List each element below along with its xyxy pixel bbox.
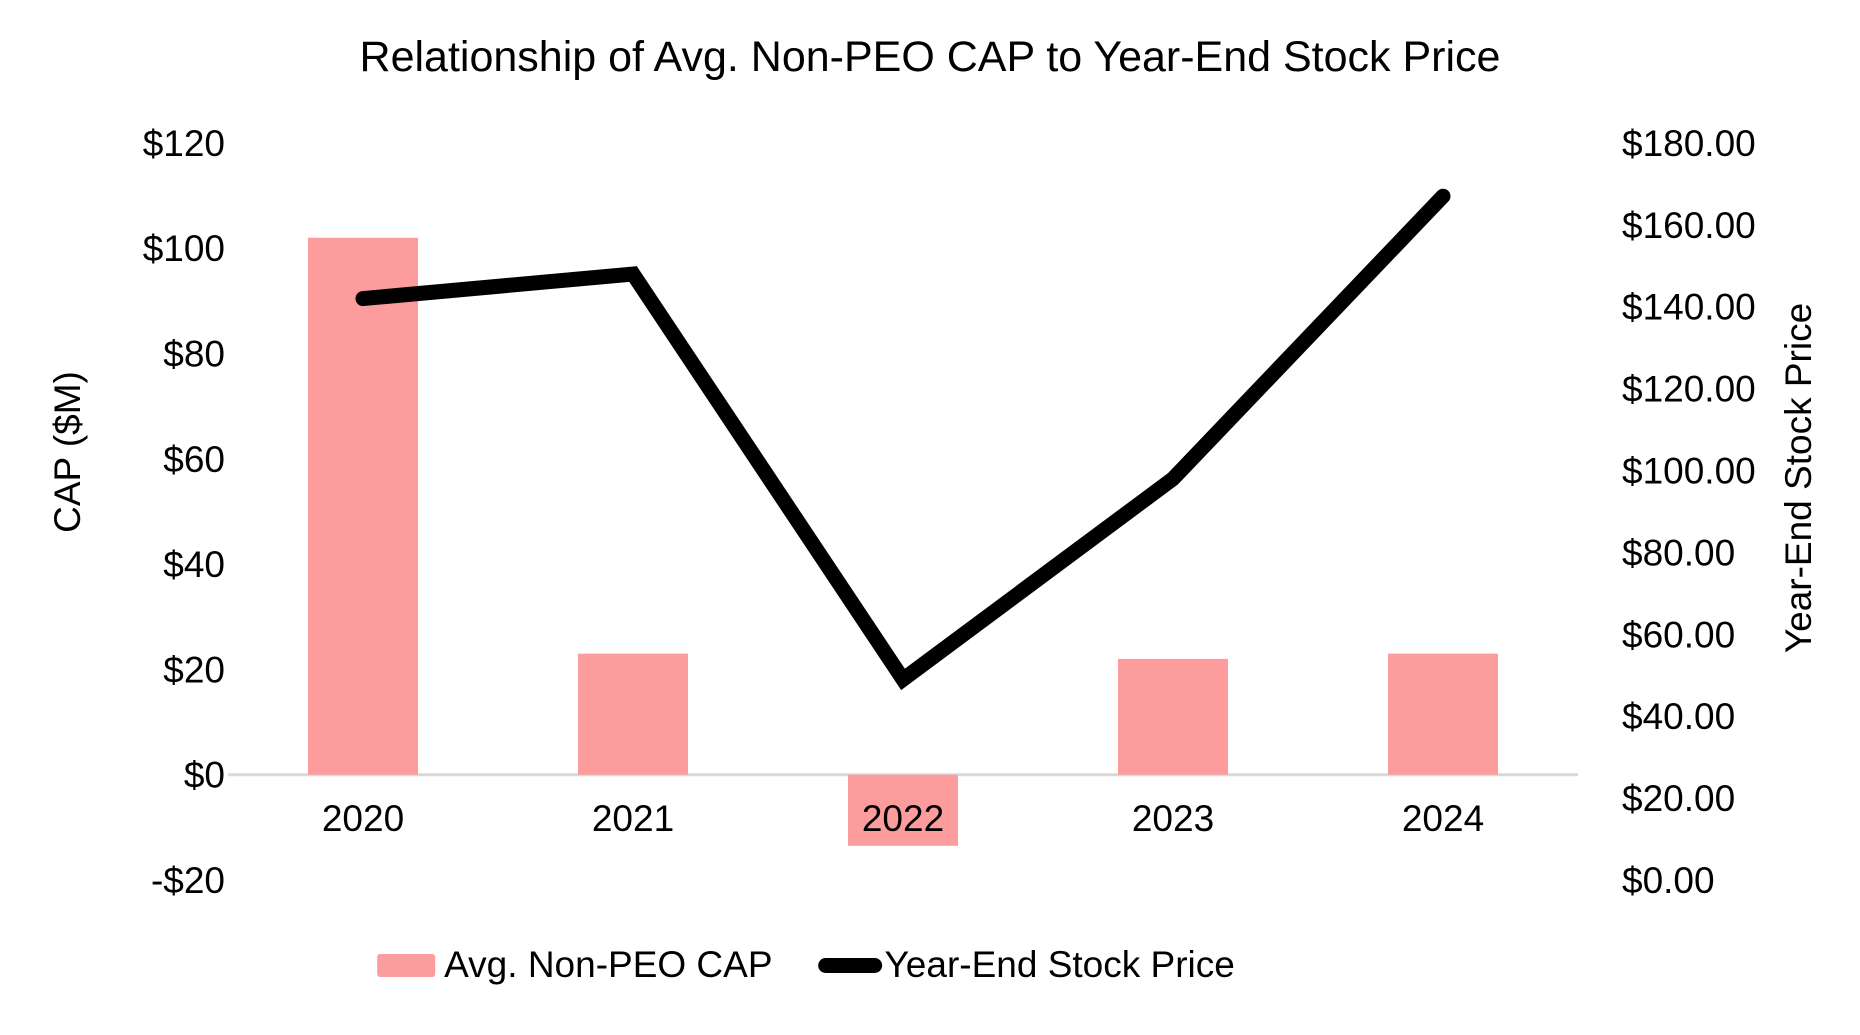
right-axis-tick-label: $180.00 — [1622, 123, 1756, 164]
legend-item-line: Year-End Stock Price — [818, 944, 1235, 986]
legend-label-line: Year-End Stock Price — [884, 944, 1235, 985]
legend-label-bar: Avg. Non-PEO CAP — [444, 944, 773, 985]
x-axis-label-2020: 2020 — [322, 798, 404, 839]
x-axis-label-2024: 2024 — [1402, 798, 1484, 839]
right-axis-tick-label: $40.00 — [1622, 696, 1735, 737]
left-axis-tick-label: $0 — [184, 755, 225, 796]
left-axis-tick-label: $100 — [143, 228, 225, 269]
line-series-swatch-icon — [818, 957, 883, 973]
left-axis-tick-label: $120 — [143, 123, 225, 164]
right-axis-tick-label: $80.00 — [1622, 532, 1735, 573]
x-axis-label-2022: 2022 — [862, 798, 944, 839]
right-axis-tick-label: $160.00 — [1622, 205, 1756, 246]
right-axis-tick-label: $120.00 — [1622, 369, 1756, 410]
chart-title: Relationship of Avg. Non-PEO CAP to Year… — [359, 33, 1501, 81]
bar-2020 — [308, 237, 418, 775]
right-axis-tick-label: $100.00 — [1622, 451, 1756, 492]
bar-2024 — [1388, 653, 1498, 775]
right-axis-tick-label: $60.00 — [1622, 614, 1735, 655]
left-axis-tick-label: $40 — [163, 544, 225, 585]
right-axis-tick-label: $0.00 — [1622, 860, 1715, 901]
left-axis-tick-label: $80 — [163, 334, 225, 375]
chart-legend: Avg. Non-PEO CAP Year-End Stock Price — [377, 944, 1235, 986]
right-axis-tick-label: $140.00 — [1622, 287, 1756, 328]
legend-item-bar: Avg. Non-PEO CAP — [377, 944, 773, 986]
x-axis-label-2023: 2023 — [1132, 798, 1214, 839]
bar-2021 — [578, 653, 688, 775]
left-axis-tick-label: $60 — [163, 439, 225, 480]
bar-2022 — [848, 774, 958, 846]
stock-price-line — [355, 188, 1451, 691]
x-axis-label-2021: 2021 — [592, 798, 674, 839]
left-axis-tick-label: $20 — [163, 649, 225, 690]
left-axis-tick-label: -$20 — [151, 860, 225, 901]
right-axis-tick-label: $20.00 — [1622, 778, 1735, 819]
bar-series-swatch-icon — [377, 953, 436, 977]
bar-2023 — [1118, 658, 1228, 775]
